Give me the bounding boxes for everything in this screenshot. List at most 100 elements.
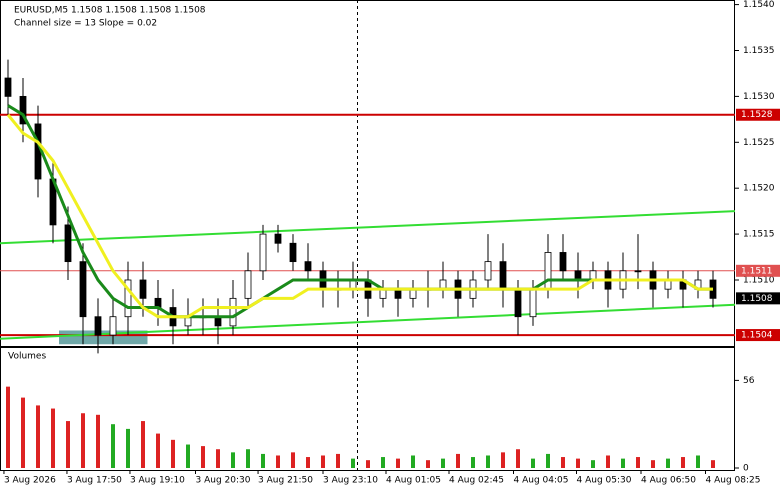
level-box: [736, 108, 780, 121]
chart-title: EURUSD,M5 1.1508 1.1508 1.1508 1.1508: [14, 6, 206, 16]
volume-bar: [216, 449, 220, 468]
y-tick-label: 1.1515: [743, 230, 775, 240]
volume-bar: [246, 449, 250, 468]
candle-body: [499, 261, 507, 290]
candle-body: [244, 270, 252, 299]
level-label: 1.1528: [741, 110, 773, 120]
candle-body: [34, 123, 42, 180]
y-tick-label: 1.1535: [743, 46, 775, 56]
y-tick-label: 1.1520: [743, 184, 775, 194]
volume-bar: [21, 397, 25, 468]
volume-bar: [66, 421, 70, 468]
volume-bar: [531, 458, 535, 468]
x-tick-label: 4 Aug 04:05: [514, 476, 569, 486]
candle-body: [109, 316, 117, 336]
volume-title: Volumes: [8, 352, 46, 362]
volume-bar: [231, 452, 235, 468]
volume-bar: [486, 455, 490, 468]
volume-bar: [171, 439, 175, 468]
y-tick-label: 1.1525: [743, 138, 775, 148]
candle-body: [544, 252, 552, 290]
volume-bar: [126, 428, 130, 468]
candle-body: [79, 261, 87, 318]
channel-line: [0, 210, 736, 245]
volume-bar: [96, 414, 100, 468]
volume-tick-label: 56: [743, 376, 755, 386]
volume-bar: [456, 453, 460, 468]
volume-bar: [561, 457, 565, 468]
volume-bar: [696, 455, 700, 468]
volume-bar: [636, 457, 640, 468]
candle-body: [514, 288, 522, 318]
y-tick-label: 1.1540: [743, 0, 775, 10]
volume-bar: [366, 460, 370, 468]
volume-bar: [396, 458, 400, 468]
volume-bar: [516, 449, 520, 468]
x-tick-label: 3 Aug 20:30: [196, 476, 251, 486]
level-label: 1.1504: [741, 331, 773, 341]
candle-body: [139, 279, 147, 299]
candle-body: [4, 77, 12, 97]
volume-bar: [186, 444, 190, 468]
level-box: [736, 329, 780, 342]
channel-line: [0, 303, 736, 340]
volume-bar: [321, 455, 325, 468]
x-tick-label: 3 Aug 2026: [4, 476, 56, 486]
volume-bar: [576, 458, 580, 468]
candle-body: [304, 261, 312, 272]
candle-body: [124, 279, 132, 318]
volume-bar: [381, 457, 385, 468]
moving-average: [6, 113, 713, 319]
volume-bar: [681, 457, 685, 468]
volume-bar: [276, 455, 280, 468]
volume-bar: [471, 457, 475, 468]
volume-bar: [711, 460, 715, 468]
candle-body: [94, 316, 102, 336]
volume-bar: [411, 455, 415, 468]
volume-bar: [591, 460, 595, 468]
x-tick-label: 4 Aug 08:25: [706, 476, 761, 486]
candle-body: [229, 297, 237, 327]
candle-body: [634, 270, 642, 273]
candle-body: [289, 242, 297, 263]
candle-body: [19, 95, 27, 125]
candle-body: [259, 233, 267, 272]
x-tick-label: 3 Aug 23:10: [323, 476, 378, 486]
x-tick-label: 4 Aug 06:50: [641, 476, 696, 486]
volume-bar: [81, 413, 85, 468]
volume-bar: [606, 455, 610, 468]
volume-bar: [6, 386, 10, 468]
level-box: [736, 264, 780, 277]
volume-bar: [36, 405, 40, 468]
volume-bar: [291, 452, 295, 468]
current-price: 1.1508: [741, 294, 773, 304]
volume-bar: [261, 453, 265, 468]
x-tick-label: 3 Aug 21:50: [258, 476, 313, 486]
x-tick-label: 3 Aug 19:10: [130, 476, 185, 486]
volume-bar: [156, 433, 160, 468]
candle-body: [529, 288, 537, 318]
volume-bar: [111, 424, 115, 468]
x-tick-label: 4 Aug 01:05: [386, 476, 441, 486]
volume-bar: [306, 457, 310, 468]
volume-bar: [141, 421, 145, 468]
volume-panel: [0, 347, 735, 471]
volume-bar: [621, 458, 625, 468]
volume-bar: [336, 453, 340, 468]
x-tick-label: 4 Aug 05:30: [577, 476, 632, 486]
volume-bar: [651, 460, 655, 468]
level-label: 1.1511: [741, 266, 773, 276]
candle-body: [559, 252, 567, 272]
volume-tick-label: 0: [743, 464, 749, 474]
x-tick-label: 4 Aug 02:45: [449, 476, 504, 486]
volume-bar: [666, 458, 670, 468]
y-tick-label: 1.1530: [743, 92, 775, 102]
volume-bar: [426, 460, 430, 468]
volume-bar: [441, 458, 445, 468]
volume-bar: [201, 446, 205, 468]
chart-subtitle: Channel size = 13 Slope = 0.02: [14, 19, 157, 29]
price-box: [736, 292, 780, 305]
volume-bar: [546, 453, 550, 468]
x-tick-label: 3 Aug 17:50: [67, 476, 122, 486]
